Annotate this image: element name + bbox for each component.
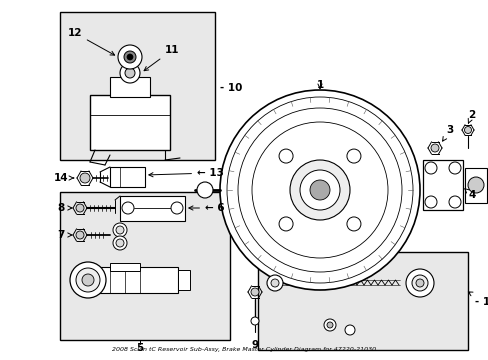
Text: 5: 5 xyxy=(136,343,143,353)
Circle shape xyxy=(76,204,84,212)
Circle shape xyxy=(80,173,90,183)
Text: - 15: - 15 xyxy=(468,292,488,307)
Circle shape xyxy=(289,160,349,220)
Circle shape xyxy=(127,54,133,60)
Circle shape xyxy=(464,126,470,134)
Circle shape xyxy=(113,236,127,250)
Circle shape xyxy=(122,202,134,214)
Circle shape xyxy=(309,180,329,200)
Circle shape xyxy=(116,239,124,247)
Bar xyxy=(90,95,170,150)
Bar xyxy=(60,12,215,160)
Circle shape xyxy=(324,319,335,331)
Text: 1: 1 xyxy=(316,80,323,90)
Text: ← 6: ← 6 xyxy=(188,203,224,213)
Circle shape xyxy=(346,149,360,163)
Text: 11: 11 xyxy=(144,45,179,71)
Circle shape xyxy=(326,322,332,328)
Text: 9: 9 xyxy=(251,340,258,350)
Text: 4: 4 xyxy=(464,189,475,200)
Bar xyxy=(110,167,145,187)
Text: 8: 8 xyxy=(58,203,72,213)
Circle shape xyxy=(279,217,292,231)
Circle shape xyxy=(405,269,433,297)
Circle shape xyxy=(70,262,106,298)
Bar xyxy=(88,267,178,293)
Circle shape xyxy=(279,149,292,163)
Circle shape xyxy=(116,226,124,234)
Circle shape xyxy=(424,162,436,174)
Text: 2008 Scion tC Reservoir Sub-Assy, Brake Master Cylinder Diagram for 47220-21030: 2008 Scion tC Reservoir Sub-Assy, Brake … xyxy=(112,347,376,352)
Bar xyxy=(110,77,150,97)
Circle shape xyxy=(270,279,279,287)
Circle shape xyxy=(120,63,140,83)
Text: 14: 14 xyxy=(53,173,74,183)
Circle shape xyxy=(197,182,213,198)
Circle shape xyxy=(430,144,438,152)
Circle shape xyxy=(448,196,460,208)
Circle shape xyxy=(76,268,100,292)
Bar xyxy=(422,160,462,210)
Circle shape xyxy=(220,90,419,290)
Circle shape xyxy=(124,51,136,63)
Circle shape xyxy=(345,325,354,335)
Circle shape xyxy=(118,45,142,69)
Circle shape xyxy=(125,68,135,78)
Circle shape xyxy=(411,275,427,291)
Bar xyxy=(464,168,486,203)
Circle shape xyxy=(346,217,360,231)
Circle shape xyxy=(113,223,127,237)
Circle shape xyxy=(250,317,259,325)
Circle shape xyxy=(448,162,460,174)
Text: - 10: - 10 xyxy=(220,83,242,93)
Circle shape xyxy=(467,177,483,193)
Bar xyxy=(258,252,467,350)
Text: 7: 7 xyxy=(58,230,72,240)
Circle shape xyxy=(171,202,183,214)
Text: 2: 2 xyxy=(468,110,475,123)
Circle shape xyxy=(76,231,84,239)
Circle shape xyxy=(250,288,259,296)
Circle shape xyxy=(299,170,339,210)
Bar xyxy=(110,263,140,271)
Circle shape xyxy=(415,279,423,287)
Circle shape xyxy=(424,196,436,208)
Bar xyxy=(120,196,184,221)
Text: 12: 12 xyxy=(67,28,114,55)
Text: 3: 3 xyxy=(442,125,453,141)
Circle shape xyxy=(82,274,94,286)
Circle shape xyxy=(266,275,283,291)
Text: ← 13: ← 13 xyxy=(148,168,224,178)
Bar xyxy=(178,270,190,290)
Bar xyxy=(60,192,229,340)
